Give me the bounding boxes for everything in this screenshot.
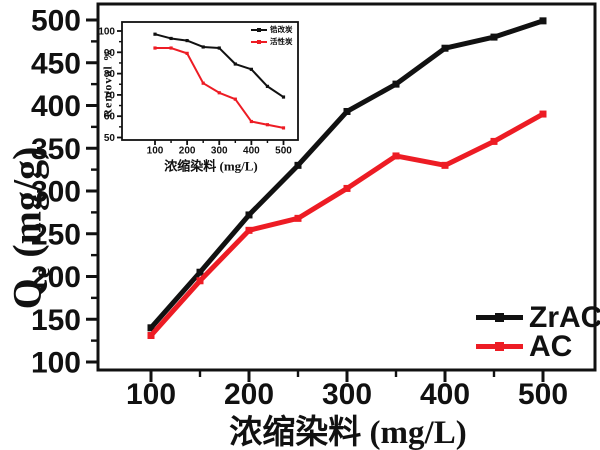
y-axis-title-units: (mg/g) — [4, 146, 50, 268]
main-x-tick-label: 200 — [224, 378, 274, 411]
main-series-marker — [196, 277, 204, 285]
inset-x-tick-label: 200 — [179, 146, 196, 157]
inset-series-marker — [201, 81, 205, 85]
main-series-marker — [343, 184, 351, 192]
inset-series-marker — [265, 123, 270, 127]
main-series-marker — [539, 17, 547, 25]
inset-x-tick-label: 400 — [243, 146, 260, 157]
inset-ac-marker-icon — [257, 40, 261, 44]
inset-plot-box — [121, 21, 299, 141]
main-y-tick-label: 250 — [31, 218, 81, 251]
main-x-tick-label: 300 — [322, 378, 372, 411]
inset-series-marker — [169, 36, 173, 41]
inset-x-tick-label: 100 — [147, 146, 164, 157]
inset-series-marker — [201, 45, 205, 49]
inset-y-tick-label: 60 — [104, 112, 116, 123]
inset-x-tick-label: 300 — [211, 146, 228, 157]
main-x-tick-label: 500 — [518, 378, 568, 411]
inset-legend-entry-zrac: 锆改炭 — [251, 24, 293, 36]
inset-y-tick-label: 80 — [104, 69, 116, 80]
inset-series-marker — [153, 46, 157, 50]
main-x-tick-label: 400 — [420, 378, 470, 411]
main-series-marker — [539, 110, 547, 118]
main-series-marker — [441, 161, 449, 169]
y-axis-title-base: Q — [4, 278, 50, 310]
x-axis-title: 浓缩染料 (mg/L) — [229, 415, 467, 450]
main-series-marker — [147, 331, 155, 339]
main-series-marker — [343, 107, 351, 115]
zrac-line-sample-icon — [476, 313, 523, 322]
inset-y-tick-label: 50 — [104, 133, 116, 144]
inset-series-marker — [281, 126, 286, 130]
legend-label-ac: AC — [529, 329, 573, 363]
y-axis-title: Qe (mg/g) — [4, 147, 57, 310]
main-series-marker — [245, 211, 253, 219]
legend-label-zrac: ZrAC — [529, 300, 600, 334]
main-y-tick-label: 150 — [31, 304, 81, 337]
inset-y-tick-label: 70 — [104, 90, 116, 101]
main-series-marker — [490, 33, 498, 41]
main-series-marker — [490, 137, 498, 145]
main-y-tick-label: 100 — [31, 347, 81, 380]
main-series-marker — [147, 324, 155, 332]
legend: ZrAC AC — [476, 300, 600, 363]
inset-series-marker — [217, 46, 221, 50]
main-y-tick-label: 500 — [31, 5, 81, 38]
inset-series-marker — [185, 38, 189, 43]
inset-y-tick-label: 90 — [104, 48, 116, 59]
inset-x-axis-title: 浓缩染料 (mg/L) — [164, 158, 258, 174]
zrac-marker-icon — [495, 313, 504, 322]
inset-series-marker — [217, 91, 221, 95]
main-series-marker — [294, 214, 302, 222]
legend-entry-zrac: ZrAC — [476, 300, 600, 334]
inset-legend: 锆改炭 活性炭 — [251, 24, 293, 48]
inset-legend-label-zrac: 锆改炭 — [270, 25, 293, 35]
inset-y-axis-title: Removal % — [100, 48, 115, 118]
inset-series-marker — [153, 32, 157, 36]
inset-series-marker — [185, 51, 189, 55]
inset-series-marker — [169, 46, 173, 50]
inset-series-marker — [233, 62, 237, 66]
inset-ac-line-sample-icon — [251, 40, 267, 44]
main-series-marker — [441, 44, 449, 52]
ac-line-sample-icon — [476, 342, 523, 351]
y-axis-title-sub: e — [29, 267, 56, 279]
inset-series-marker — [249, 119, 253, 124]
main-x-tick-label: 100 — [126, 378, 176, 411]
ac-marker-icon — [495, 342, 504, 351]
main-series-marker — [294, 161, 302, 169]
inset-series-marker — [233, 97, 237, 101]
inset-zrac-marker-icon — [257, 28, 261, 32]
main-y-tick-label: 400 — [31, 90, 81, 123]
main-series-marker — [392, 80, 400, 88]
main-series-marker — [392, 152, 400, 160]
inset-legend-label-ac: 活性炭 — [270, 37, 293, 47]
inset-zrac-line-sample-icon — [251, 28, 267, 32]
inset-series-marker — [265, 84, 270, 88]
inset-series-marker — [281, 95, 286, 99]
inset-y-tick-label: 100 — [98, 27, 115, 38]
main-y-tick-label: 200 — [31, 261, 81, 294]
inset-x-tick-label: 500 — [275, 146, 292, 157]
main-y-tick-label: 450 — [31, 47, 81, 80]
legend-entry-ac: AC — [476, 329, 600, 363]
main-series-marker — [245, 226, 253, 234]
main-y-tick-label: 350 — [31, 133, 81, 166]
main-series-marker — [196, 268, 204, 276]
inset-series-marker — [249, 67, 253, 71]
main-y-tick-label: 300 — [31, 176, 81, 209]
inset-legend-entry-ac: 活性炭 — [251, 36, 293, 48]
